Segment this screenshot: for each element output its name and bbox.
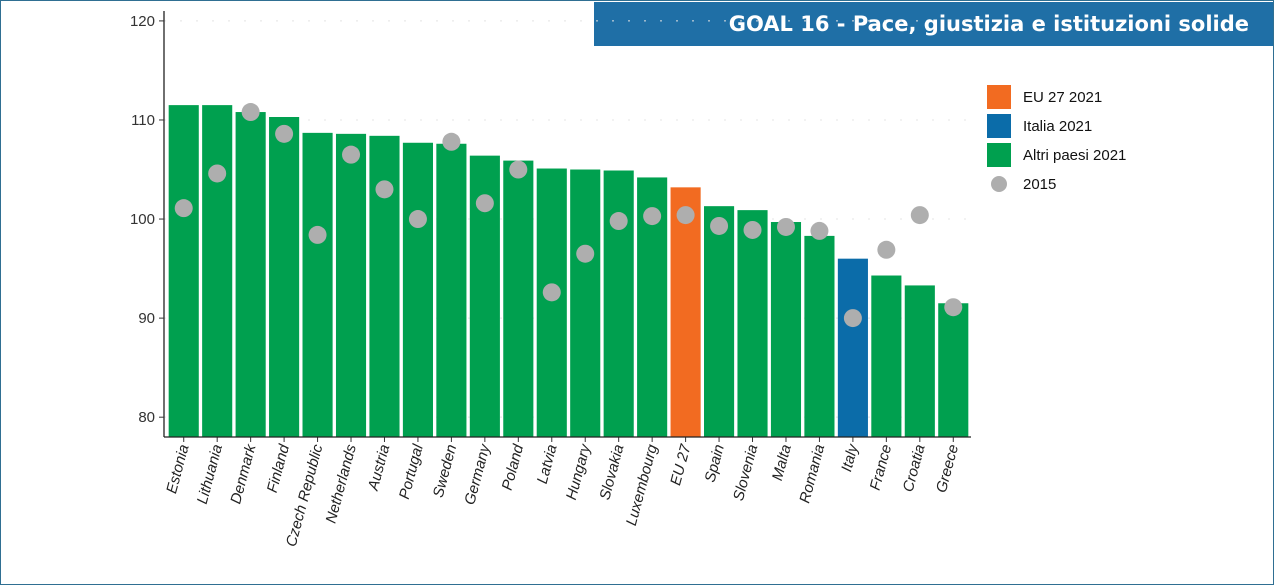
grid-layer <box>164 20 971 418</box>
dot-2015-malta <box>776 217 795 236</box>
dot-2015-greece <box>944 298 963 317</box>
dot-2015-czech-republic <box>308 225 327 244</box>
category-label: Germany <box>461 441 494 506</box>
legend-label: Altri paesi 2021 <box>1023 147 1126 164</box>
dot-2015-romania <box>810 221 829 240</box>
legend-label: Italia 2021 <box>1023 118 1092 135</box>
bar-malta <box>770 222 802 437</box>
dot-2015-netherlands <box>342 145 361 164</box>
bar-sweden <box>436 143 467 438</box>
bar-portugal <box>402 142 433 437</box>
dot-2015-croatia <box>910 206 929 225</box>
category-label: Latvia <box>534 443 561 486</box>
bar-eu-27 <box>670 187 701 437</box>
bar-latvia <box>536 168 567 437</box>
dot-2015-estonia <box>174 199 193 218</box>
bar-netherlands <box>335 133 367 438</box>
dot-2015-luxembourg <box>643 207 662 226</box>
category-label: Romania <box>796 443 828 505</box>
y-tick-label: 90 <box>138 310 155 327</box>
category-label: Malta <box>769 443 795 483</box>
category-label: Austria <box>365 443 394 493</box>
bar-italy <box>837 258 868 437</box>
legend-label: 2015 <box>1023 176 1056 193</box>
bar-finland <box>269 117 300 438</box>
category-label: Italy <box>838 441 862 473</box>
category-label: Luxembourg <box>623 442 661 528</box>
category-label: Croatia <box>900 443 929 494</box>
bars-layer <box>168 105 969 438</box>
dot-2015-spain <box>710 216 729 235</box>
bar-greece <box>938 303 969 437</box>
category-label: Poland <box>499 442 528 492</box>
legend-swatch-italy <box>987 114 1011 138</box>
category-label: Slovakia <box>596 443 627 502</box>
category-label: Finland <box>264 442 293 495</box>
bar-spain <box>704 206 735 437</box>
category-label: France <box>867 443 896 492</box>
bar-czech-republic <box>302 132 333 437</box>
bar-romania <box>804 235 835 437</box>
dot-2015-denmark <box>241 103 260 122</box>
bar-lithuania <box>202 105 233 438</box>
dots-layer <box>174 103 963 328</box>
dot-2015-france <box>877 240 896 259</box>
bar-croatia <box>904 285 935 437</box>
bar-slovakia <box>603 170 634 437</box>
category-label: EU 27 <box>667 442 694 487</box>
dot-2015-poland <box>509 160 528 179</box>
dot-2015-austria <box>375 180 394 199</box>
legend-label: EU 27 2021 <box>1023 89 1102 106</box>
y-tick-label: 100 <box>130 211 155 228</box>
dot-2015-latvia <box>542 283 561 302</box>
legend-swatch-other <box>987 143 1011 167</box>
bar-france <box>871 275 902 437</box>
bar-slovenia <box>737 210 768 437</box>
bar-denmark <box>235 112 266 438</box>
category-label: Hungary <box>563 441 594 502</box>
goal-banner-title: GOAL 16 - Pace, giustizia e istituzioni … <box>594 2 1273 46</box>
dot-2015-sweden <box>442 132 461 151</box>
dot-2015-italy <box>843 309 862 328</box>
category-label: Slovenia <box>730 443 761 503</box>
y-tick-label: 80 <box>138 409 155 426</box>
dot-2015-slovenia <box>743 220 762 239</box>
dot-2015-portugal <box>408 210 427 229</box>
dot-2015-finland <box>275 124 294 143</box>
y-tick-label: 110 <box>131 112 155 129</box>
bar-poland <box>503 160 534 438</box>
dot-2015-germany <box>475 194 494 213</box>
y-tick-label: 120 <box>130 13 155 30</box>
axis-layer: 80 90 100 110 120 <box>130 11 971 442</box>
category-label: Greece <box>933 443 962 495</box>
dot-2015-slovakia <box>609 212 628 231</box>
category-label: Sweden <box>430 443 460 500</box>
category-label: Spain <box>702 443 728 484</box>
category-label: Denmark <box>227 441 260 506</box>
bar-hungary <box>570 169 601 437</box>
category-label: Lithuania <box>194 443 226 506</box>
dot-2015-eu-27 <box>676 206 695 225</box>
bar-estonia <box>168 105 199 438</box>
dot-2015-lithuania <box>208 164 227 183</box>
dot-2015-hungary <box>576 244 595 263</box>
category-label: Netherlands <box>323 442 360 525</box>
category-label: Estonia <box>163 443 192 496</box>
legend: EU 27 2021 Italia 2021 Altri paesi 2021 201… <box>987 85 1126 193</box>
legend-swatch-2015 <box>991 176 1007 192</box>
category-label: Portugal <box>396 442 427 501</box>
legend-swatch-eu <box>987 85 1011 109</box>
